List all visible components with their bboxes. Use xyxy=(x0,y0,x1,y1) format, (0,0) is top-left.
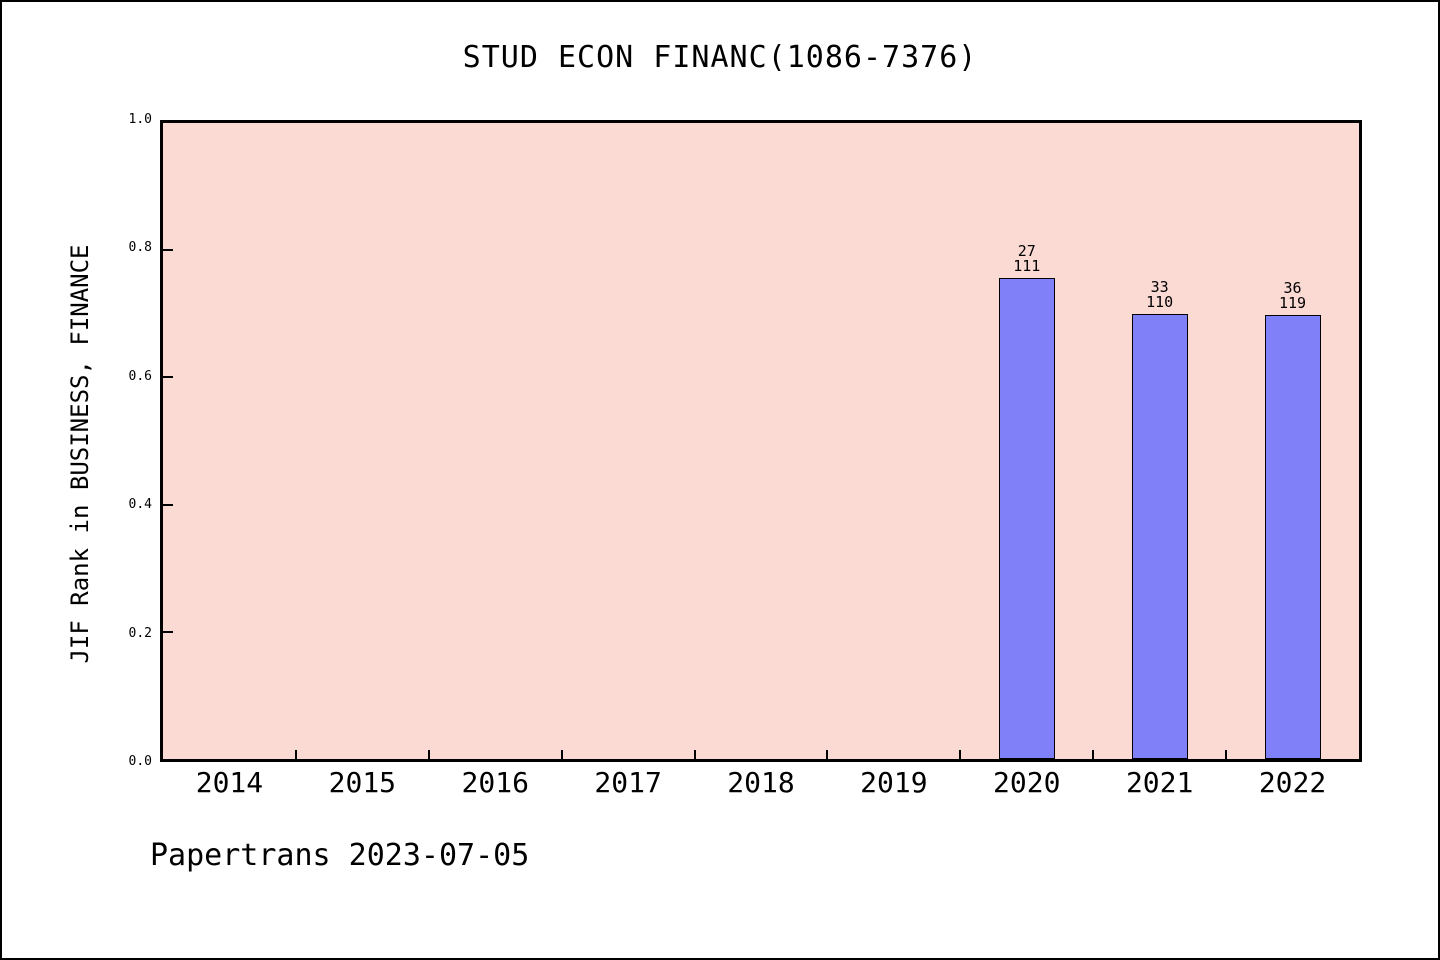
x-tick-label: 2015 xyxy=(328,766,397,799)
chart-title: STUD ECON FINANC(1086-7376) xyxy=(462,40,978,75)
plot-inner: 27 111 33 110 36 119 xyxy=(163,123,1359,759)
y-tick-mark xyxy=(163,503,173,506)
x-tick-mark xyxy=(427,750,430,759)
x-tick-label: 2014 xyxy=(195,766,264,799)
x-tick-mark xyxy=(560,750,563,759)
x-tick-label: 2020 xyxy=(993,766,1061,799)
y-axis-label: JIF Rank in BUSINESS, FINANCE xyxy=(66,244,94,664)
x-tick-label: 2021 xyxy=(1125,766,1194,799)
x-tick-label: 2019 xyxy=(860,766,928,799)
x-tick-mark xyxy=(1092,750,1095,759)
x-tick-label: 2016 xyxy=(461,766,529,799)
y-tick-label: 0.0 xyxy=(128,754,152,769)
y-tick-label: 0.2 xyxy=(128,625,152,641)
bar-2021 xyxy=(1131,314,1188,759)
bar-label-2020: 27 111 xyxy=(1013,242,1041,275)
x-tick-mark xyxy=(294,750,297,759)
plot-area: 27 111 33 110 36 119 xyxy=(160,120,1362,762)
x-tick-label: 2022 xyxy=(1258,766,1327,799)
bar-2022 xyxy=(1264,315,1321,759)
x-tick-mark xyxy=(693,750,696,759)
x-tick-label: 2017 xyxy=(594,766,662,799)
x-tick-mark xyxy=(959,750,962,759)
bar-2020 xyxy=(998,278,1055,759)
y-tick-label: 1.0 xyxy=(128,112,152,127)
y-tick-mark xyxy=(163,249,173,252)
x-tick-mark xyxy=(1225,750,1228,759)
bar-label-2021: 33 110 xyxy=(1146,278,1174,311)
y-tick-label: 0.6 xyxy=(128,368,152,384)
y-tick-label: 0.8 xyxy=(128,240,152,256)
x-tick-label: 2018 xyxy=(727,766,795,799)
y-tick-mark xyxy=(163,630,173,633)
y-tick-mark xyxy=(163,376,173,379)
footer-watermark: Papertrans 2023-07-05 xyxy=(150,838,530,873)
y-tick-label: 0.4 xyxy=(128,497,152,513)
bar-label-2022: 36 119 xyxy=(1279,279,1307,312)
x-tick-mark xyxy=(826,750,829,759)
